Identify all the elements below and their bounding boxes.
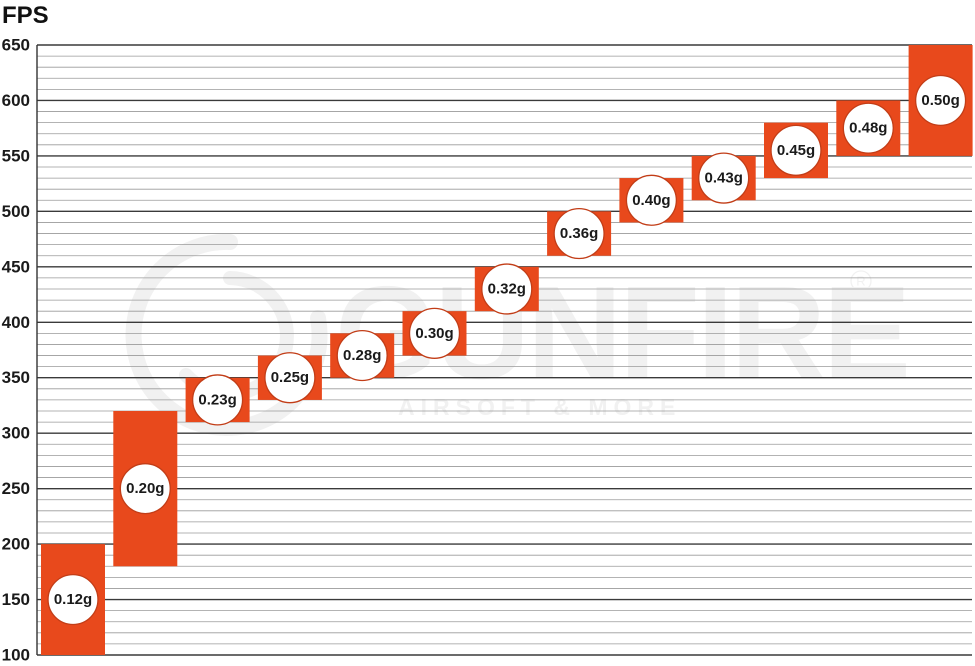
svg-text:0.32g: 0.32g xyxy=(488,281,526,298)
svg-text:500: 500 xyxy=(2,202,30,221)
svg-text:0.12g: 0.12g xyxy=(54,591,92,608)
svg-text:R: R xyxy=(856,274,865,289)
svg-text:0.50g: 0.50g xyxy=(921,92,959,109)
svg-text:350: 350 xyxy=(2,368,30,387)
svg-text:250: 250 xyxy=(2,479,30,498)
svg-text:550: 550 xyxy=(2,146,30,165)
svg-text:200: 200 xyxy=(2,535,30,554)
svg-text:0.23g: 0.23g xyxy=(198,391,236,408)
svg-text:300: 300 xyxy=(2,424,30,443)
svg-text:450: 450 xyxy=(2,257,30,276)
svg-text:0.40g: 0.40g xyxy=(632,192,670,209)
svg-text:150: 150 xyxy=(2,590,30,609)
svg-text:0.43g: 0.43g xyxy=(705,170,743,187)
svg-text:400: 400 xyxy=(2,313,30,332)
svg-text:650: 650 xyxy=(2,36,30,55)
svg-text:600: 600 xyxy=(2,91,30,110)
svg-text:0.20g: 0.20g xyxy=(126,480,164,497)
svg-text:0.45g: 0.45g xyxy=(777,142,815,159)
svg-text:0.36g: 0.36g xyxy=(560,225,598,242)
svg-text:0.30g: 0.30g xyxy=(415,325,453,342)
svg-text:0.25g: 0.25g xyxy=(271,369,309,386)
svg-text:0.28g: 0.28g xyxy=(343,347,381,364)
svg-text:0.48g: 0.48g xyxy=(849,120,887,137)
svg-text:100: 100 xyxy=(2,646,30,665)
svg-text:AIRSOFT & MORE: AIRSOFT & MORE xyxy=(398,394,681,420)
